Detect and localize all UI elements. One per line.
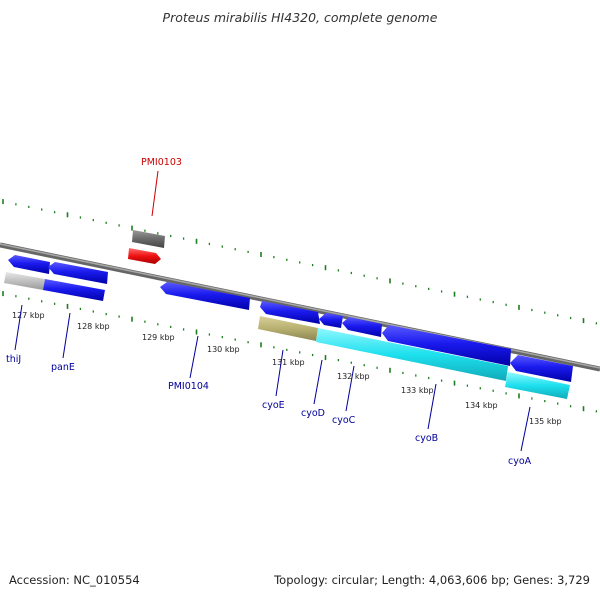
gene-cyo-arrow-1[interactable]: [260, 301, 320, 324]
leader-cyoe: [275, 349, 284, 397]
gene-features: [4, 230, 573, 399]
gene-pane-arrow[interactable]: [48, 262, 108, 284]
leader-thij: [14, 304, 23, 351]
scale-labels: 127 kbp 128 kbp 129 kbp 130 kbp 131 kbp …: [12, 311, 562, 426]
gene-pmi0103-red[interactable]: [128, 248, 161, 264]
gene-pane[interactable]: [43, 279, 105, 301]
gene-thij[interactable]: [4, 272, 45, 290]
scale-label-129: 129 kbp: [142, 333, 175, 342]
genome-summary-text: Topology: circular; Length: 4,063,606 bp…: [274, 573, 590, 587]
gene-label-cyoe[interactable]: cyoE: [262, 400, 285, 411]
gene-label-pmi0103[interactable]: PMI0103: [141, 157, 182, 168]
scale-label-131: 131 kbp: [272, 358, 305, 367]
leader-pmi0103: [151, 170, 159, 217]
gene-label-cyoc[interactable]: cyoC: [332, 415, 356, 426]
scale-label-133: 133 kbp: [401, 386, 434, 395]
gene-label-cyod[interactable]: cyoD: [301, 408, 325, 419]
leader-cyoa: [520, 406, 531, 452]
gene-label-leaders: [14, 170, 531, 452]
gene-pmi0104[interactable]: [160, 282, 250, 310]
map-title: Proteus mirabilis HI4320, complete genom…: [163, 10, 438, 25]
gene-cyo-arrow-5[interactable]: [510, 355, 573, 382]
accession-text: Accession: NC_010554: [9, 573, 140, 587]
tick-track-outer: [2, 199, 598, 325]
gene-labels: thiJ panE PMI0104 cyoE cyoD cyoC cyoB cy…: [6, 157, 532, 467]
gene-cyoe[interactable]: [258, 316, 318, 341]
scale-label-127: 127 kbp: [12, 311, 45, 320]
scale-label-135: 135 kbp: [529, 417, 562, 426]
gene-cyo-arrow-4[interactable]: [382, 325, 511, 366]
leader-cyob: [427, 383, 437, 430]
gene-label-cyob[interactable]: cyoB: [415, 433, 438, 444]
scale-label-132: 132 kbp: [337, 372, 370, 381]
gene-cyod-cyob[interactable]: [316, 328, 508, 381]
leader-cyoc: [345, 365, 355, 412]
gene-cyoa[interactable]: [505, 372, 570, 399]
gene-label-pmi0104[interactable]: PMI0104: [168, 381, 209, 392]
gene-label-thij[interactable]: thiJ: [6, 354, 21, 365]
gene-pmi0103-dark[interactable]: [132, 230, 165, 248]
gene-label-cyoa[interactable]: cyoA: [508, 456, 532, 467]
gene-cyo-arrow-3[interactable]: [342, 317, 382, 337]
leader-cyod: [313, 359, 323, 405]
leader-pane: [62, 312, 71, 359]
gene-thij-arrow[interactable]: [8, 255, 50, 274]
scale-label-128: 128 kbp: [77, 322, 110, 331]
gene-label-pane[interactable]: panE: [51, 362, 75, 373]
tick-track-inner: [2, 291, 598, 413]
gene-cyo-arrow-2[interactable]: [319, 313, 343, 328]
leader-pmi0104: [189, 335, 199, 379]
scale-label-130: 130 kbp: [207, 345, 240, 354]
scale-label-134: 134 kbp: [465, 401, 498, 410]
